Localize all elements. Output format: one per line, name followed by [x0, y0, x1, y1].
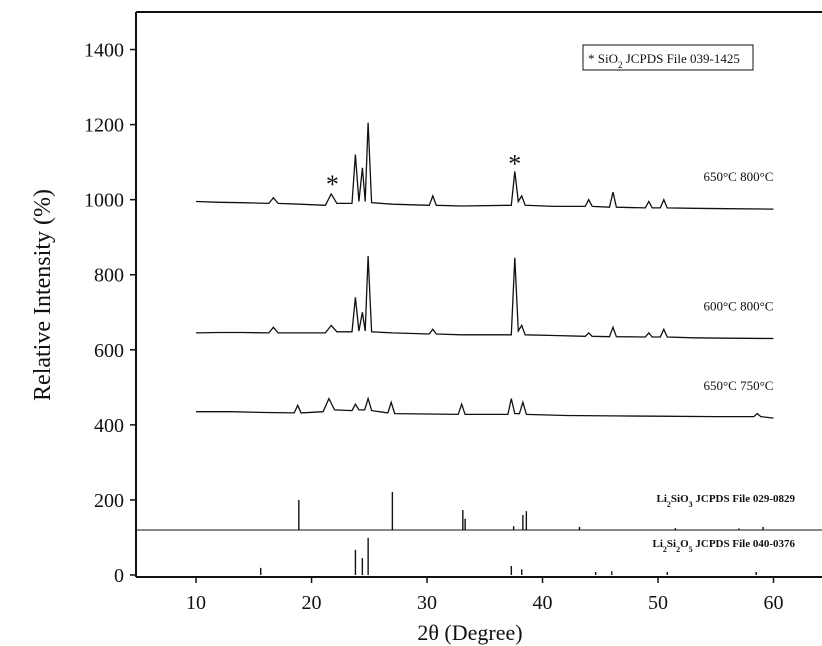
reference-label-part: SiO: [671, 493, 689, 505]
y-tick-label: 400: [94, 415, 124, 437]
reference-label: Li2SiO3 JCPDS File 029-0829: [657, 493, 796, 509]
reference-label-part: JCPDS File 029-0829: [693, 493, 796, 505]
series-label: 600°C 800°C: [703, 299, 773, 314]
legend-box: [582, 44, 754, 71]
y-axis-title: Relative Intensity (%): [30, 189, 56, 401]
x-tick-label: 20: [302, 592, 322, 614]
peak-marker: *: [326, 170, 339, 199]
y-tick-label: 1000: [84, 190, 124, 212]
x-tick-label: 50: [648, 592, 668, 614]
series-label: 650°C 800°C: [703, 169, 773, 184]
reference-label-part: JCPDS File 040-0376: [693, 538, 796, 550]
reference-label-part: Li: [652, 538, 662, 550]
spectrum-line: [196, 122, 774, 210]
reference-label-part: 5: [689, 545, 693, 554]
x-axis-title: 2θ (Degree): [417, 620, 522, 645]
reference-label-part: 2: [676, 545, 680, 554]
spectrum-line: [196, 396, 774, 419]
x-tick-label: 10: [186, 592, 206, 614]
legend-text: * SiO2 JCPDS File 039-1425: [588, 51, 740, 70]
legend-text-part: 2: [618, 60, 623, 70]
x-tick-label: 60: [763, 592, 783, 614]
y-tick-label: 1200: [84, 115, 124, 137]
peak-marker: *: [508, 149, 521, 178]
reference-label-part: 3: [689, 499, 693, 508]
reference-label-part: 2: [667, 499, 671, 508]
reference-label-part: Li: [657, 493, 667, 505]
reference-label: Li2Si2O5 JCPDS File 040-0376: [652, 538, 795, 554]
y-tick-label: 200: [94, 490, 124, 512]
x-tick-label: 30: [417, 592, 437, 614]
series-label: 650°C 750°C: [703, 378, 773, 393]
reference-label-part: 2: [663, 545, 667, 554]
legend-text-part: JCPDS File 039-1425: [622, 51, 739, 66]
x-tick-label: 40: [533, 592, 553, 614]
legend-text-part: * SiO: [588, 51, 618, 66]
reference-label-part: O: [680, 538, 689, 550]
reference-label-part: Si: [667, 538, 676, 550]
y-tick-label: 600: [94, 340, 124, 362]
y-tick-label: 1400: [84, 40, 124, 62]
y-tick-label: 0: [114, 565, 124, 587]
y-tick-label: 800: [94, 265, 124, 287]
spectrum-line: [196, 255, 774, 340]
